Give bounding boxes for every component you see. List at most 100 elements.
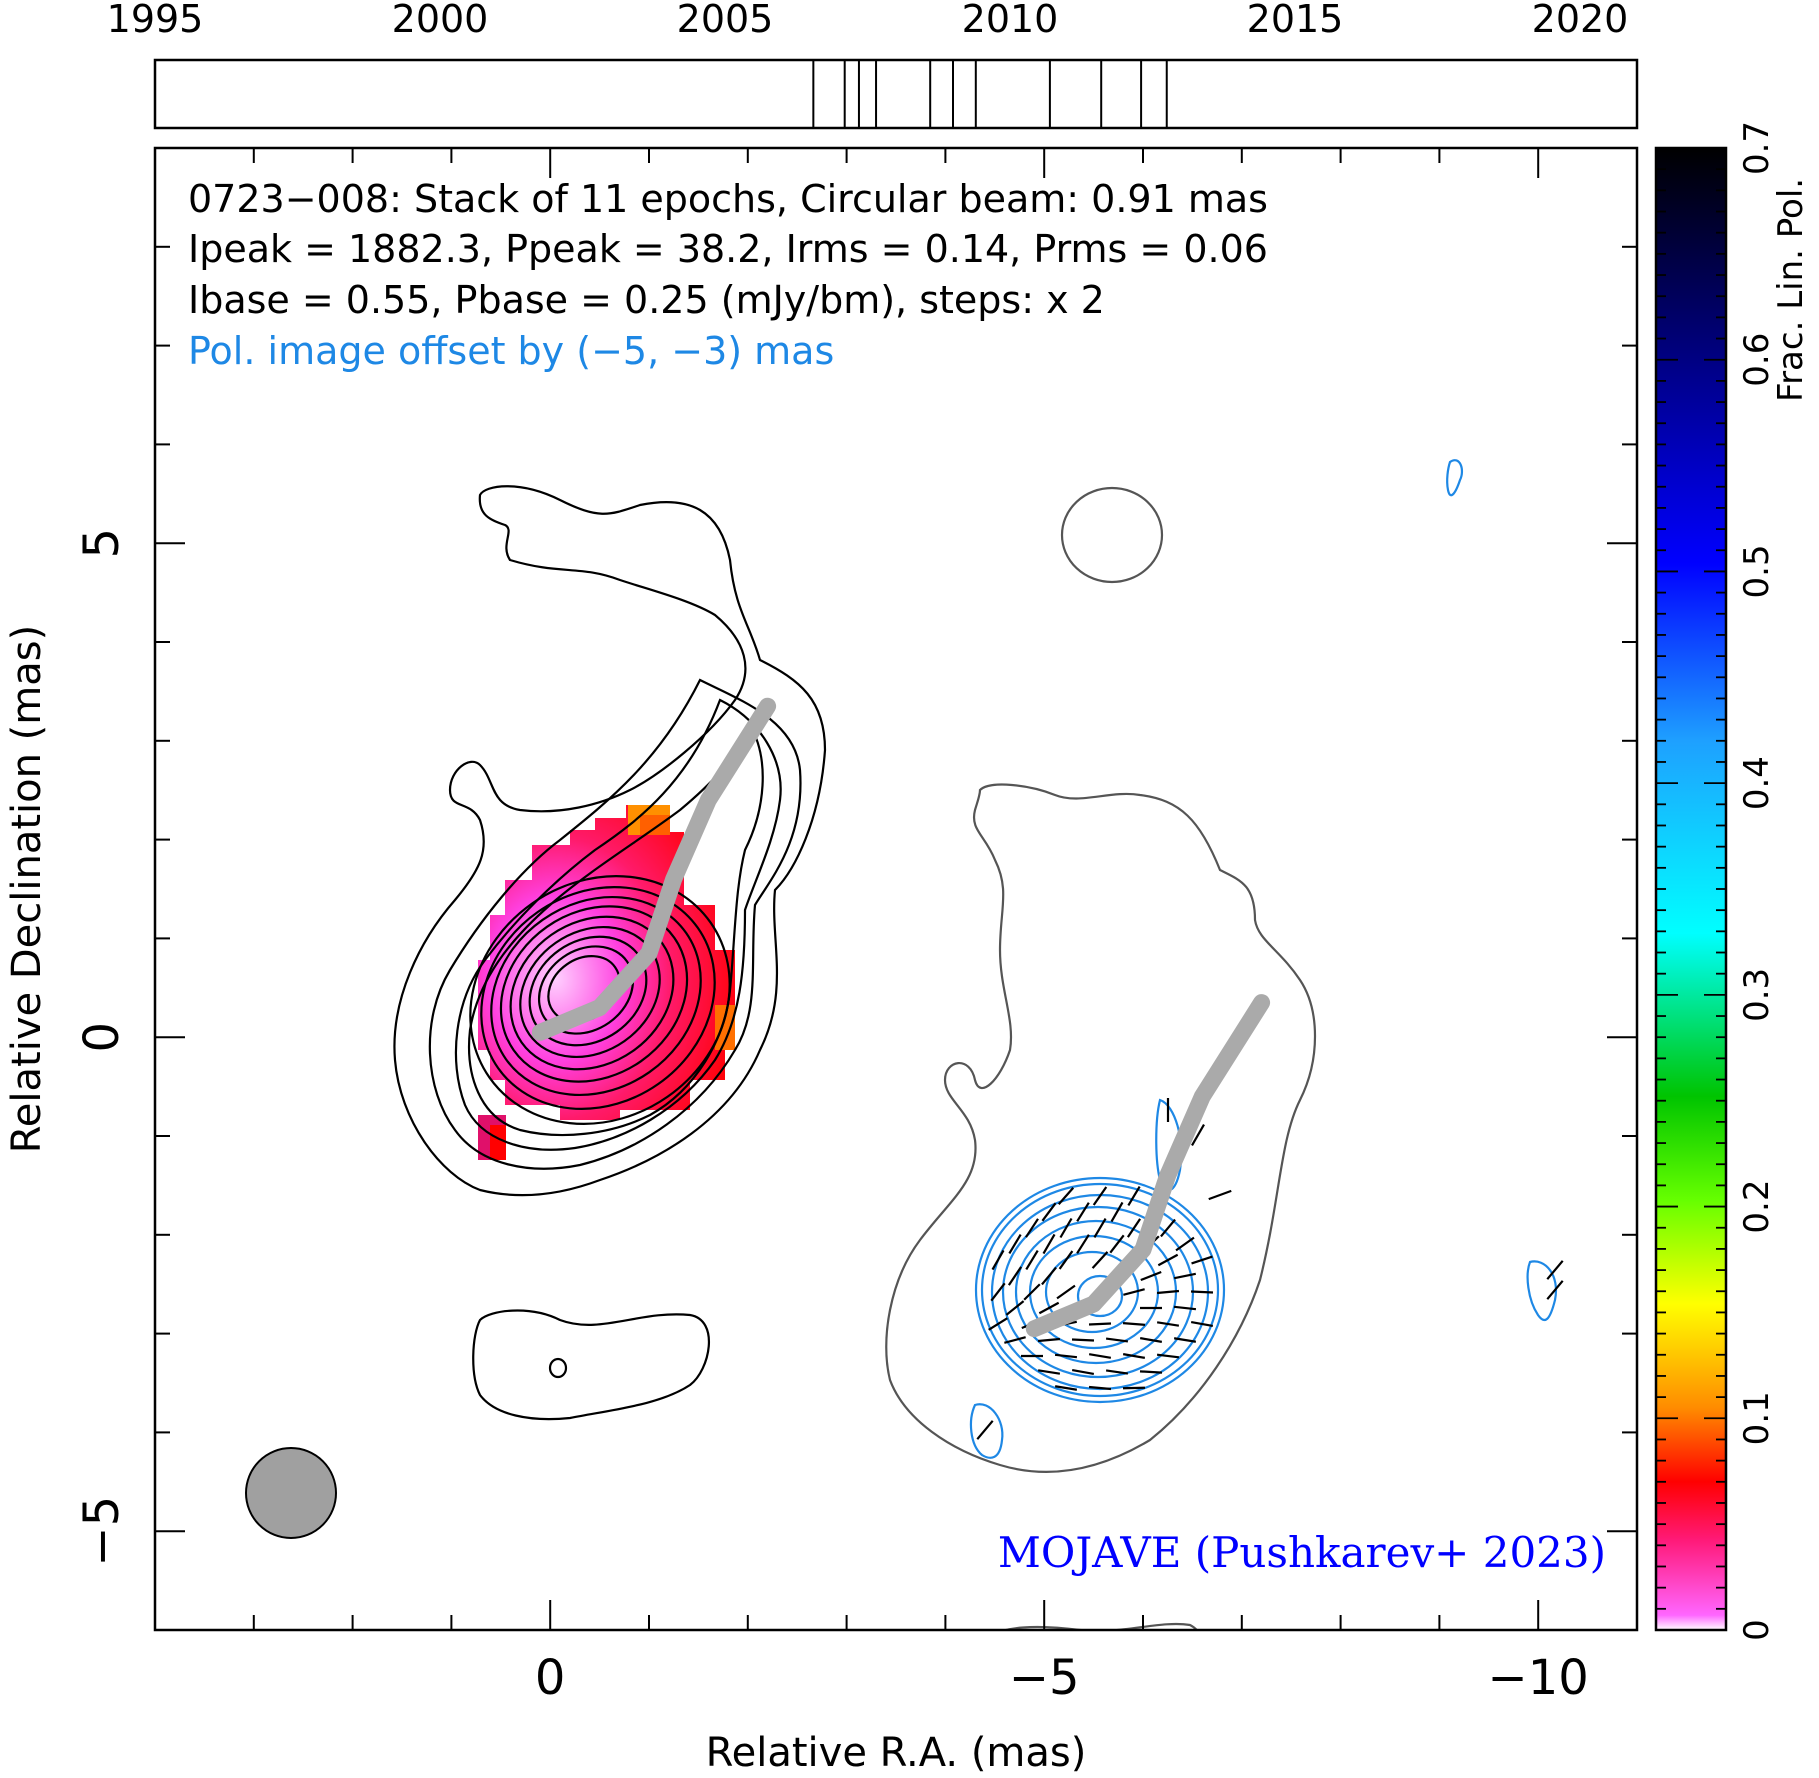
x-tick-label: 0 <box>535 1650 566 1706</box>
header-line-1: 0723−008: Stack of 11 epochs, Circular b… <box>188 177 1268 221</box>
colorbar-tick-label: 0.3 <box>1737 968 1777 1022</box>
evpa-stick <box>1093 1217 1107 1239</box>
evpa-stick <box>1105 1369 1129 1375</box>
evpa-stick <box>991 1249 1005 1271</box>
evpa-stick <box>1173 1337 1197 1343</box>
evpa-stick <box>1004 1336 1026 1344</box>
evpa-stick <box>1025 1218 1039 1238</box>
evpa-stick <box>1037 1369 1061 1375</box>
evpa-stick <box>1208 1189 1232 1201</box>
evpa-stick <box>1088 1353 1112 1359</box>
timeline-year-label: 1995 <box>107 0 204 41</box>
evpa-vectors <box>976 1098 1564 1440</box>
evpa-stick <box>1123 1288 1145 1296</box>
credit-label: MOJAVE (Pushkarev+ 2023) <box>998 1528 1606 1577</box>
evpa-stick <box>1092 1186 1108 1206</box>
evpa-stick <box>1054 1353 1078 1359</box>
jet-ridgeline-shifted <box>1025 994 1271 1338</box>
plot-area: 0 −5 −10 5 0 −5 0723−008: Stack of 11 epochs… <box>74 146 1639 1706</box>
evpa-stick <box>1122 1386 1146 1390</box>
evpa-stick <box>1059 1217 1073 1239</box>
evpa-stick <box>1109 1234 1125 1254</box>
evpa-stick <box>1156 1321 1180 1327</box>
plot-frame <box>153 146 1639 1632</box>
evpa-stick <box>1007 1266 1023 1286</box>
evpa-stick <box>1156 1353 1180 1359</box>
evpa-stick <box>1122 1322 1146 1326</box>
colorbar-tick-label: 0.1 <box>1737 1391 1777 1445</box>
jet-ridgelines <box>531 697 1271 1338</box>
evpa-stick <box>1091 1251 1109 1269</box>
evpa-stick <box>1191 1255 1213 1265</box>
evpa-stick <box>1088 1322 1112 1326</box>
x-tick-label: −5 <box>1009 1650 1080 1706</box>
offset-note: Pol. image offset by (−5, −3) mas <box>188 329 834 373</box>
epoch-timeline: 1995 2000 2005 2010 2015 2020 <box>107 0 1639 130</box>
timeline-epoch-markers <box>812 60 1168 128</box>
evpa-stick <box>1173 1305 1197 1311</box>
evpa-stick <box>1071 1338 1095 1342</box>
evpa-stick <box>990 1282 1006 1302</box>
evpa-stick <box>1160 1218 1176 1238</box>
evpa-stick <box>1190 1290 1214 1294</box>
y-tick-labels: 5 0 −5 <box>74 528 130 1567</box>
evpa-stick <box>1088 1385 1112 1391</box>
timeline-year-label: 2020 <box>1532 0 1629 41</box>
colorbar-tick-label: 0.4 <box>1737 756 1777 810</box>
y-tick-label: −5 <box>74 1496 130 1567</box>
colorbar-tick-labels: 0 0.1 0.2 0.3 0.4 0.5 0.6 0.7 <box>1737 121 1777 1641</box>
timeline-year-label: 2005 <box>677 0 774 41</box>
colorbar-ticks <box>1656 147 1726 1631</box>
evpa-stick <box>1126 1218 1142 1238</box>
evpa-stick <box>1546 1260 1564 1280</box>
evpa-stick <box>1546 1280 1564 1300</box>
colorbar-tick-label: 0.2 <box>1737 1180 1777 1234</box>
colorbar-tick-label: 0 <box>1737 1619 1777 1641</box>
y-tick-label: 5 <box>74 528 130 559</box>
colorbar-label: Frac. Lin. Pol. <box>1771 178 1811 402</box>
evpa-stick <box>1076 1234 1090 1254</box>
colorbar-tick-label: 0.7 <box>1737 121 1777 175</box>
evpa-stick <box>1042 1233 1056 1255</box>
jet-ridgeline <box>531 697 777 1041</box>
colorbar-frame <box>1654 146 1728 1632</box>
x-axis-label: Relative R.A. (mas) <box>706 1730 1087 1776</box>
evpa-stick <box>1122 1353 1146 1359</box>
evpa-stick <box>1038 1301 1060 1315</box>
evpa-stick <box>1057 1187 1075 1205</box>
evpa-stick <box>1076 1202 1090 1222</box>
evpa-stick <box>1008 1233 1022 1255</box>
restoring-beam <box>245 1447 337 1539</box>
header-line-3: Ibase = 0.55, Pbase = 0.25 (mJy/bm), ste… <box>188 278 1105 322</box>
colorbar: 0 0.1 0.2 0.3 0.4 0.5 0.6 0.7 Frac. Lin. Pol. <box>1654 121 1811 1641</box>
colorbar-tick-label: 0.5 <box>1737 544 1777 598</box>
evpa-stick <box>1023 1283 1041 1301</box>
evpa-stick <box>1190 1321 1214 1327</box>
evpa-stick <box>1105 1337 1129 1343</box>
timeline-year-label: 2010 <box>962 0 1059 41</box>
timeline-year-label: 2015 <box>1247 0 1344 41</box>
timeline-year-labels: 1995 2000 2005 2010 2015 2020 <box>107 0 1629 41</box>
evpa-stick <box>1056 1284 1076 1300</box>
evpa-stick <box>1025 1250 1039 1270</box>
evpa-stick <box>1191 1124 1205 1146</box>
shifted-stokes-i-contours <box>885 486 1317 1630</box>
colorbar-tick-label: 0.6 <box>1737 333 1777 387</box>
evpa-stick <box>1140 1270 1162 1282</box>
evpa-stick <box>988 1317 1008 1331</box>
header-line-2: Ipeak = 1882.3, Ppeak = 38.2, Irms = 0.1… <box>188 227 1268 271</box>
evpa-stick <box>1058 1250 1074 1270</box>
x-tick-labels: 0 −5 −10 <box>535 1650 1589 1706</box>
timeline-year-label: 2000 <box>392 0 489 41</box>
evpa-stick <box>1139 1370 1163 1374</box>
evpa-stick <box>1156 1289 1180 1295</box>
timeline-frame <box>153 58 1639 130</box>
y-axis-label: Relative Declination (mas) <box>4 625 50 1153</box>
evpa-stick <box>1041 1202 1057 1222</box>
evpa-stick <box>1173 1272 1197 1280</box>
evpa-stick <box>1071 1369 1095 1375</box>
evpa-stick <box>1175 1236 1195 1252</box>
evpa-stick <box>1127 1185 1141 1207</box>
evpa-stick <box>1054 1385 1078 1391</box>
